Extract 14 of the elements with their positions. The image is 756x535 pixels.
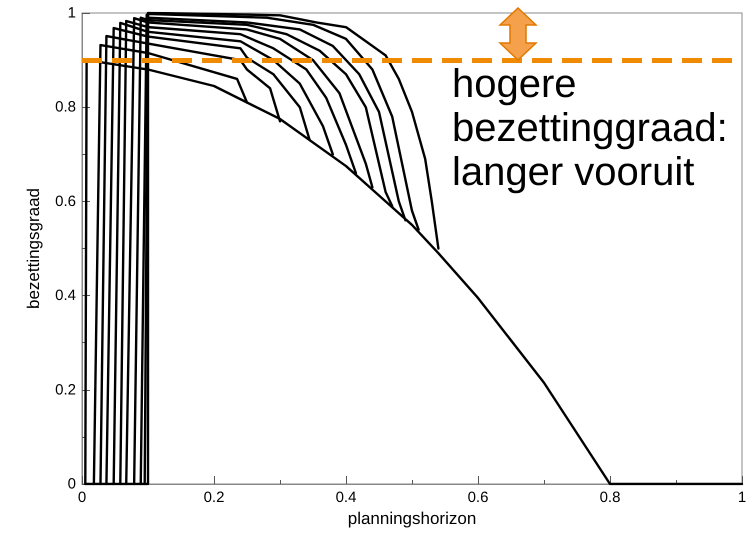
x-tick-label: 0.8	[600, 489, 620, 506]
x-tick-label: 1	[738, 489, 746, 506]
y-tick-label: 1	[68, 4, 76, 22]
y-tick-label: 0.4	[55, 287, 76, 304]
x-tick-label: 0.6	[468, 489, 488, 506]
x-tick-label: 0.4	[336, 489, 356, 506]
x-axis-title: planningshorizon	[348, 508, 476, 528]
y-tick-label: 0.8	[55, 98, 76, 116]
y-axis-title: bezettingsgraad	[24, 188, 43, 309]
y-tick-label: 0.6	[55, 192, 76, 210]
y-tick-label: 0	[68, 476, 76, 492]
y-tick-label: 0.2	[55, 381, 76, 398]
annotation: hogere bezettinggraad: langer vooruit	[452, 62, 728, 194]
x-tick-label: 0.2	[204, 489, 224, 506]
